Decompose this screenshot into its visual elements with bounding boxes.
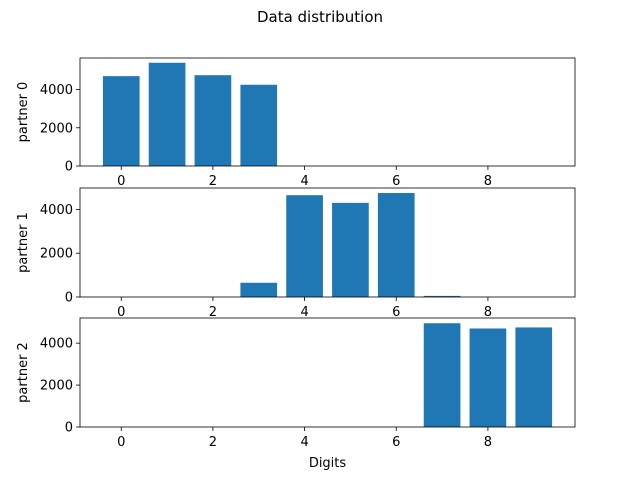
y-axis-label: partner 1 [16,212,31,273]
y-tick-label: 2000 [40,247,73,262]
x-tick-label: 4 [300,435,308,450]
bar-digit-3 [240,282,278,297]
subplot-2: 0 2 4 6 8 0 2000 4000 partner 2 [16,317,576,450]
axes-frame [79,57,576,167]
x-tick-label: 6 [392,174,400,189]
bar-digit-5 [332,202,369,297]
x-axis-label: Digits [309,456,347,471]
subplot-1: 0 2 4 6 8 0 2000 4000 partner 1 [16,187,576,320]
x-tick-label: 6 [392,435,400,450]
x-tick-label: 8 [484,435,492,450]
y-tick-label: 0 [65,291,73,306]
chart-title: Data distribution [257,8,383,26]
bar-digit-8 [469,328,507,427]
y-axis-label: partner 2 [16,342,31,403]
y-tick-label: 4000 [40,83,73,98]
x-tick-label: 6 [392,305,400,320]
y-tick-label: 4000 [40,203,73,218]
y-tick-label: 2000 [40,379,73,394]
y-tick-label: 4000 [40,337,73,352]
bar-digit-1 [148,62,186,166]
x-tick-label: 0 [117,435,125,450]
x-tick-label: 0 [117,305,125,320]
x-tick-label: 2 [209,305,217,320]
bar-digit-7 [423,323,461,427]
x-tick-label: 2 [209,435,217,450]
x-tick-label: 4 [300,174,308,189]
x-tick-label: 4 [300,305,308,320]
x-tick-label: 8 [484,305,492,320]
subplots: 0 2 4 6 8 0 2000 4000 partner 0 0 2 4 6 8 0 2000 4000 par… [16,57,576,450]
bar-digit-3 [240,84,278,166]
bar-digit-9 [515,327,553,427]
y-tick-label: 2000 [40,121,73,136]
y-tick-label: 0 [65,421,73,436]
x-tick-label: 0 [117,174,125,189]
axes-frame [79,317,576,428]
x-tick-label: 8 [484,174,492,189]
y-tick-label: 0 [65,160,73,175]
subplot-0: 0 2 4 6 8 0 2000 4000 partner 0 [16,57,576,189]
x-tick-label: 2 [209,174,217,189]
bar-digit-4 [286,195,323,297]
bar-digit-6 [377,193,415,297]
bar-digit-0 [102,76,140,166]
axes-frame [79,187,576,298]
bar-digit-7 [423,295,461,297]
bar-digit-2 [194,75,232,166]
y-axis-label: partner 0 [16,82,31,143]
